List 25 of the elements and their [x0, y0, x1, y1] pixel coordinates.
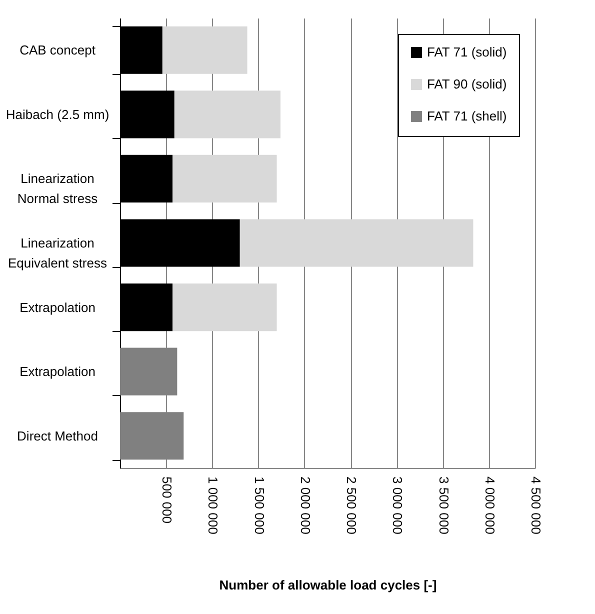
x-tick-label: 1 500 000: [252, 476, 267, 534]
x-tick-label: 500 000: [160, 476, 175, 524]
legend-label: FAT 71 (solid): [427, 44, 507, 60]
x-axis-title: Number of allowable load cycles [-]: [219, 577, 437, 592]
x-tick-label: 3 000 000: [390, 476, 406, 534]
bar: [174, 90, 280, 138]
y-tick-label: CAB concept: [20, 42, 96, 58]
y-tick-label: Haibach (2.5 mm): [6, 106, 110, 122]
legend-label: FAT 71 (shell): [427, 108, 507, 124]
x-tick-label: 4 000 000: [482, 476, 498, 534]
x-tick-label: 2 000 000: [298, 476, 313, 534]
bar: [172, 154, 277, 202]
x-tick-label: 4 500 000: [528, 476, 544, 534]
x-tick-label: 2 500 000: [344, 476, 360, 534]
y-tick-label: Linearization Normal stress: [17, 171, 98, 206]
bar: [162, 26, 248, 74]
legend-label: FAT 90 (solid): [427, 76, 507, 92]
x-tick-label: 1 000 000: [206, 476, 221, 534]
y-tick-label: Linearization Equivalent stress: [8, 236, 108, 270]
x-tick-label: 3 500 000: [436, 476, 452, 534]
y-tick-label: Extrapolation: [20, 364, 96, 380]
y-tick-label: Direct Method: [17, 428, 98, 444]
bar: [172, 284, 277, 332]
y-tick-label: Extrapolation: [20, 300, 96, 315]
bar: [240, 219, 474, 267]
